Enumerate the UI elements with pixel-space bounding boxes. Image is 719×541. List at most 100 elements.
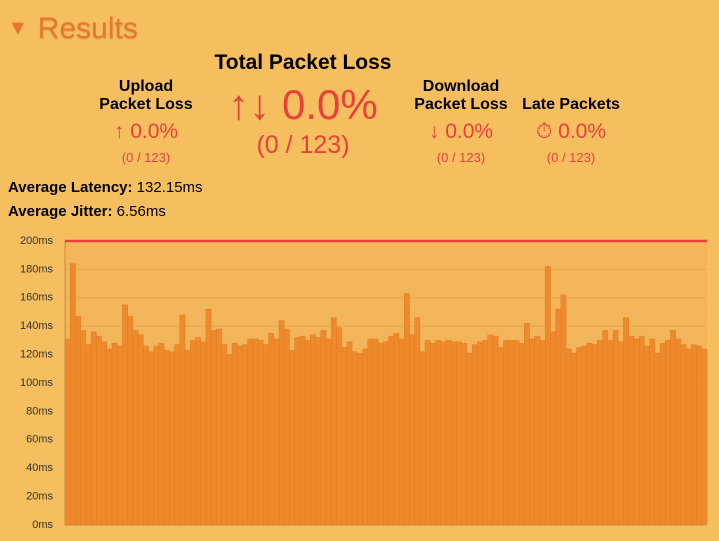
bar [581, 345, 588, 526]
bar [628, 335, 635, 526]
bar [409, 334, 415, 526]
bar [440, 341, 447, 526]
bar [524, 323, 530, 526]
bar [461, 342, 468, 526]
y-tick-label: 100ms [20, 377, 54, 389]
bar [299, 335, 306, 526]
y-tick-label: 200ms [20, 235, 54, 247]
bar [283, 328, 290, 526]
bar [565, 348, 572, 526]
stat-label: Late Packets [522, 96, 620, 113]
y-tick-label: 60ms [26, 434, 53, 446]
bar [513, 340, 520, 526]
bar [315, 337, 322, 526]
bar [247, 338, 254, 526]
bar [330, 317, 337, 526]
bar [179, 314, 186, 526]
bar [75, 316, 81, 526]
y-tick-label: 160ms [20, 292, 54, 304]
y-tick-label: 80ms [26, 405, 53, 417]
bar [482, 340, 489, 526]
down-icon: ↓ [428, 120, 446, 143]
bar [419, 351, 426, 526]
bar [534, 335, 541, 526]
bar [148, 351, 154, 526]
bar [289, 350, 295, 526]
bar [64, 338, 71, 526]
y-tick-label: 180ms [20, 263, 54, 275]
bar [294, 337, 301, 526]
bar [450, 341, 457, 526]
stat-count: (0 / 123) [256, 131, 350, 159]
total-loss: Total Packet Loss ↑↓ 0.0% (0 / 123) [193, 51, 413, 160]
bar [90, 331, 97, 526]
bar [503, 340, 509, 526]
bar [529, 338, 536, 526]
bar [477, 341, 483, 526]
bar [346, 341, 353, 526]
bar [127, 316, 134, 526]
y-tick-label: 40ms [26, 462, 53, 474]
bar [242, 344, 248, 526]
chart: 0ms 20ms 40ms 60ms 80ms 100ms 120ms 140ms 160ms 1… [20, 235, 708, 531]
metric-value: 132.15ms [136, 179, 203, 196]
bar [132, 330, 139, 526]
bar [195, 337, 201, 526]
metric-label: Average Latency: [8, 179, 133, 196]
bar [231, 342, 238, 526]
bar [633, 338, 640, 526]
bar [675, 338, 682, 526]
stopwatch-icon: ⏱ [535, 120, 559, 143]
bar [85, 344, 92, 526]
bar [158, 342, 165, 526]
bar [497, 347, 504, 526]
bar [377, 342, 384, 526]
y-tick-label: 20ms [26, 491, 53, 503]
bar [680, 344, 687, 526]
bar [404, 293, 410, 526]
stat-label: Total Packet Loss [214, 51, 392, 74]
bar [257, 340, 264, 526]
bar [555, 308, 562, 526]
bar [357, 352, 363, 526]
bar [351, 351, 358, 526]
latency: Average Latency: 132.15ms [8, 179, 203, 196]
bar [586, 342, 593, 526]
bar [116, 345, 123, 526]
bar [336, 327, 342, 526]
bar [487, 334, 494, 526]
up-icon: ↑ [113, 120, 131, 143]
bar [226, 354, 233, 526]
bar [268, 333, 275, 526]
collapse-icon[interactable]: ▼ [8, 17, 28, 39]
stat-label: Upload Packet Loss [99, 78, 193, 113]
bar [69, 263, 76, 526]
bar [414, 317, 421, 526]
bar [325, 338, 332, 526]
section-title: Results [37, 12, 138, 45]
bar [550, 331, 556, 526]
bar [388, 335, 395, 526]
bar [654, 352, 661, 526]
bar [263, 344, 269, 526]
bar [685, 348, 692, 526]
bar [644, 345, 650, 526]
y-tick-label: 140ms [20, 320, 54, 332]
bar [372, 338, 379, 526]
bar [278, 320, 285, 526]
bar [320, 330, 327, 526]
bar [205, 308, 212, 526]
jitter: Average Jitter: 6.56ms [8, 203, 166, 220]
stat-count: (0 / 123) [121, 150, 171, 165]
bar [221, 344, 228, 526]
bar [153, 345, 160, 526]
bar [424, 340, 431, 526]
section-header[interactable]: ▼ Results [8, 12, 138, 46]
bar [576, 347, 582, 526]
bar [143, 345, 149, 526]
bar [122, 304, 128, 526]
bar [492, 335, 499, 526]
bar [273, 338, 280, 526]
metric-label: Average Jitter: [8, 203, 113, 220]
